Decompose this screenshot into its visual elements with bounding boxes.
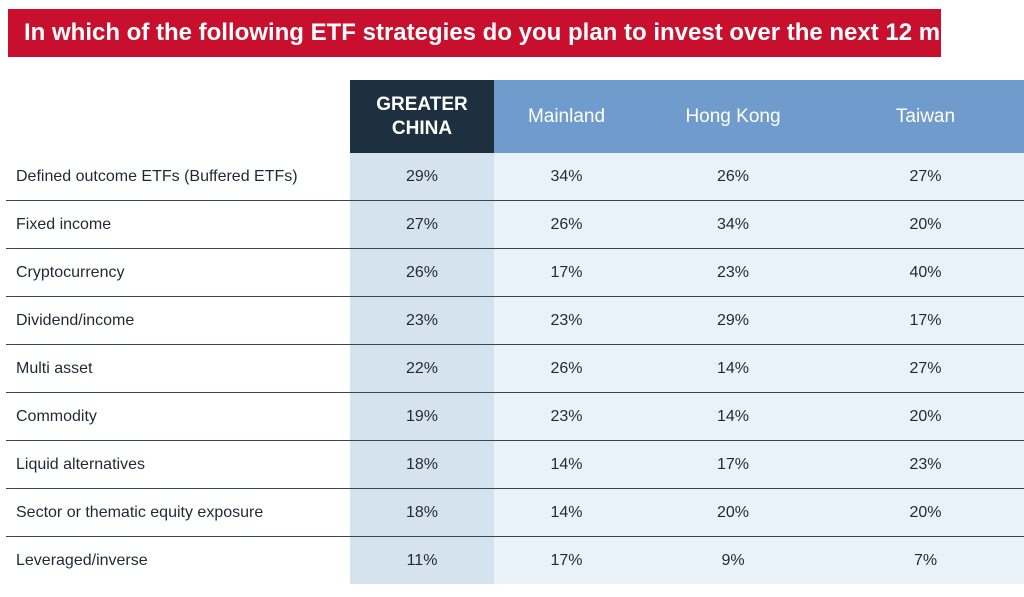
row-label: Cryptocurrency [6, 248, 350, 297]
column-header-greater-china: GREATER CHINA [350, 80, 494, 153]
row-label: Commodity [6, 392, 350, 441]
cell-hong-kong: 20% [639, 488, 827, 537]
cell-mainland: 23% [494, 392, 639, 441]
cell-mainland: 23% [494, 296, 639, 345]
header-row: GREATER CHINA Mainland Hong Kong Taiwan [6, 80, 1024, 153]
cell-taiwan: 27% [827, 344, 1024, 393]
cell-greater-china: 19% [350, 392, 494, 441]
cell-mainland: 26% [494, 200, 639, 249]
cell-greater-china: 27% [350, 200, 494, 249]
cell-mainland: 14% [494, 440, 639, 489]
chart-title: In which of the following ETF strategies… [24, 19, 1021, 46]
table-row: Defined outcome ETFs (Buffered ETFs) 29% 3… [6, 153, 1024, 201]
cell-greater-china: 18% [350, 440, 494, 489]
table-row: Multi asset 22% 26% 14% 27% [6, 344, 1024, 393]
column-header-greater-china-label: GREATER CHINA [376, 93, 468, 139]
cell-taiwan: 20% [827, 200, 1024, 249]
survey-table: GREATER CHINA Mainland Hong Kong Taiwan … [6, 80, 1024, 584]
column-header-mainland: Mainland [494, 80, 639, 153]
table-row: Commodity 19% 23% 14% 20% [6, 392, 1024, 441]
cell-hong-kong: 14% [639, 344, 827, 393]
row-label: Leveraged/inverse [6, 536, 350, 584]
row-label: Fixed income [6, 200, 350, 249]
table-row: Sector or thematic equity exposure 18% 14%… [6, 488, 1024, 537]
cell-greater-china: 11% [350, 536, 494, 584]
row-label: Multi asset [6, 344, 350, 393]
table-row: Dividend/income 23% 23% 29% 17% [6, 296, 1024, 345]
cell-greater-china: 22% [350, 344, 494, 393]
header-empty-cell [6, 80, 350, 153]
table-row: Liquid alternatives 18% 14% 17% 23% [6, 440, 1024, 489]
cell-greater-china: 23% [350, 296, 494, 345]
cell-greater-china: 18% [350, 488, 494, 537]
cell-hong-kong: 23% [639, 248, 827, 297]
cell-mainland: 26% [494, 344, 639, 393]
cell-hong-kong: 17% [639, 440, 827, 489]
cell-mainland: 17% [494, 248, 639, 297]
cell-mainland: 34% [494, 153, 639, 201]
table-row: Fixed income 27% 26% 34% 20% [6, 200, 1024, 249]
row-label: Liquid alternatives [6, 440, 350, 489]
table-row: Leveraged/inverse 11% 17% 9% 7% [6, 536, 1024, 584]
survey-table-container: GREATER CHINA Mainland Hong Kong Taiwan … [0, 80, 1024, 584]
row-label: Defined outcome ETFs (Buffered ETFs) [6, 153, 350, 201]
cell-hong-kong: 29% [639, 296, 827, 345]
cell-hong-kong: 26% [639, 153, 827, 201]
cell-taiwan: 17% [827, 296, 1024, 345]
cell-taiwan: 20% [827, 488, 1024, 537]
column-header-hong-kong: Hong Kong [639, 80, 827, 153]
cell-greater-china: 29% [350, 153, 494, 201]
cell-hong-kong: 9% [639, 536, 827, 584]
table-body: Defined outcome ETFs (Buffered ETFs) 29% 3… [6, 153, 1024, 584]
cell-greater-china: 26% [350, 248, 494, 297]
cell-mainland: 14% [494, 488, 639, 537]
table-row: Cryptocurrency 26% 17% 23% 40% [6, 248, 1024, 297]
title-bar: In which of the following ETF strategies… [8, 9, 1020, 57]
row-label: Sector or thematic equity exposure [6, 488, 350, 537]
cell-taiwan: 23% [827, 440, 1024, 489]
column-header-taiwan: Taiwan [827, 80, 1024, 153]
cell-taiwan: 27% [827, 153, 1024, 201]
cell-taiwan: 20% [827, 392, 1024, 441]
cell-taiwan: 40% [827, 248, 1024, 297]
cell-mainland: 17% [494, 536, 639, 584]
cell-hong-kong: 14% [639, 392, 827, 441]
cell-hong-kong: 34% [639, 200, 827, 249]
row-label: Dividend/income [6, 296, 350, 345]
cell-taiwan: 7% [827, 536, 1024, 584]
